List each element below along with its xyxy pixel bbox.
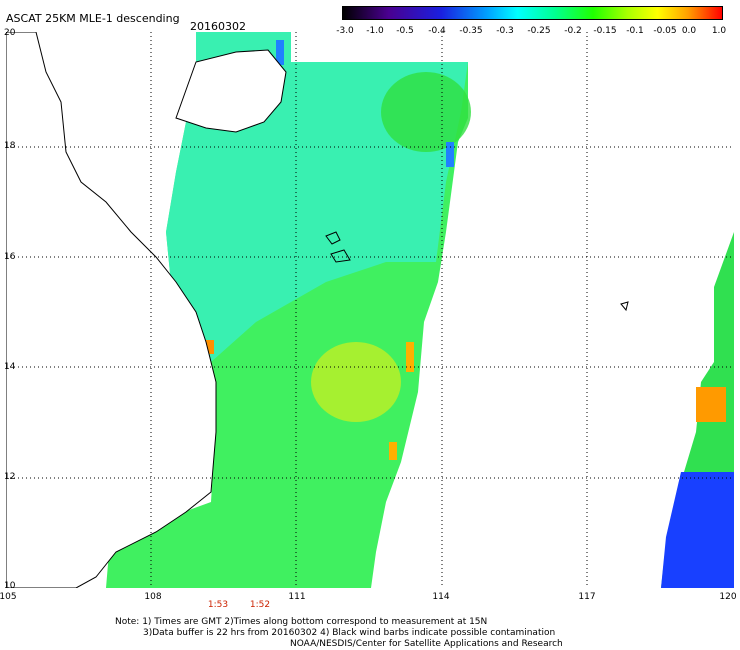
swath-yellow-patch <box>311 342 401 422</box>
colorbar-tick: -0.4 <box>428 26 446 36</box>
colorbar-tick: -0.3 <box>496 26 514 36</box>
note-line: 3)Data buffer is 22 hrs from 20160302 4)… <box>143 628 556 638</box>
grid-lines <box>6 32 734 588</box>
colorbar-tick: -0.25 <box>527 26 551 36</box>
swath-orange-patch <box>206 340 214 354</box>
colorbar-tick: -0.05 <box>653 26 677 36</box>
land-coast <box>5 31 217 589</box>
map-panel <box>5 31 734 589</box>
colorbar-tick: -0.35 <box>459 26 483 36</box>
colorbar-tick: 0.0 <box>681 26 697 36</box>
colorbar-tick: 1.0 <box>711 26 727 36</box>
lon-label: 111 <box>288 592 306 602</box>
map-canvas <box>5 31 734 589</box>
colorbar-tick: -1.0 <box>366 26 384 36</box>
colorbar <box>342 6 723 20</box>
island <box>620 301 629 312</box>
colorbar-tick: -0.2 <box>564 26 582 36</box>
lat-label: 18 <box>4 141 16 151</box>
swath-orange-patch <box>389 442 397 460</box>
lat-label: 14 <box>4 362 16 372</box>
lon-label: 108 <box>144 592 162 602</box>
colorbar-tick: -0.5 <box>396 26 414 36</box>
product-title: ASCAT 25KM MLE-1 descending <box>6 12 180 25</box>
swath-blue-patch <box>276 40 284 65</box>
swath-east-orange <box>696 387 726 422</box>
swath-east-blue <box>661 472 734 588</box>
time-label: 1:52 <box>249 600 271 610</box>
lat-label: 20 <box>4 28 16 38</box>
time-label: 1:53 <box>207 600 229 610</box>
land-hainan <box>175 49 287 133</box>
lon-label: 117 <box>578 592 596 602</box>
note-line: Note: 1) Times are GMT 2)Times along bot… <box>115 617 488 627</box>
colorbar-tick: -0.15 <box>593 26 617 36</box>
colorbar-tick: -3.0 <box>336 26 354 36</box>
lon-label: 120 <box>719 592 737 602</box>
lat-label: 16 <box>4 252 16 262</box>
lon-label: 105 <box>0 592 17 602</box>
credit-line: NOAA/NESDIS/Center for Satellite Applica… <box>290 639 563 649</box>
lat-label: 12 <box>4 472 16 482</box>
swath-orange-patch <box>406 342 414 372</box>
lat-label: 10 <box>4 581 16 591</box>
swath-blue-patch <box>446 142 454 167</box>
island <box>330 249 351 263</box>
lon-label: 114 <box>432 592 450 602</box>
island <box>325 231 341 245</box>
colorbar-tick: -0.1 <box>626 26 644 36</box>
product-date: 20160302 <box>190 20 246 33</box>
swath-green-patch <box>381 72 471 152</box>
